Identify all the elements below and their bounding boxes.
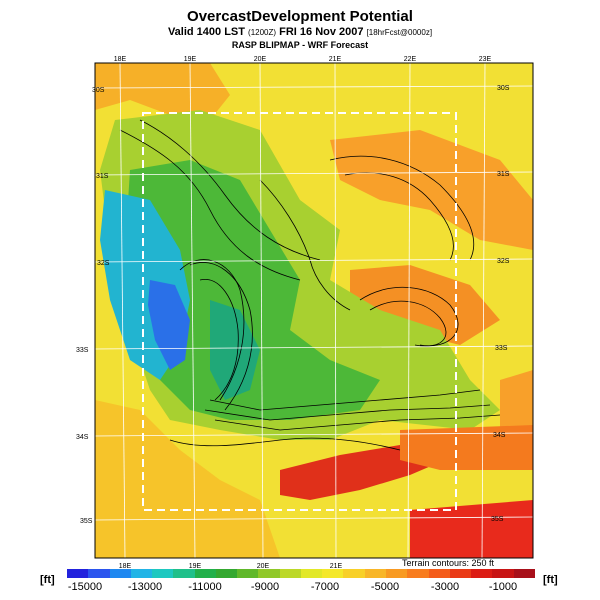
colorbar-swatch [407, 569, 429, 578]
lat-label-right: 31S [497, 171, 510, 178]
orange-area-east-coast [500, 370, 533, 440]
lon-label-top: 21E [329, 56, 342, 63]
colorbar-swatch [173, 569, 195, 578]
lon-label-top: 22E [404, 56, 417, 63]
orange-area-northwest [95, 63, 230, 120]
colorbar-swatch [258, 569, 280, 578]
lat-label-right: 30S [497, 85, 510, 92]
colorbar-swatch [194, 569, 216, 578]
colorbar-swatch [237, 569, 259, 578]
colorbar [67, 569, 535, 578]
lon-label-bottom: 20E [257, 563, 270, 570]
lat-label-left: 34S [76, 434, 89, 441]
lon-label-bottom: 21E [330, 563, 343, 570]
valid-prefix: Valid 1400 LST [167, 26, 245, 38]
colorbar-label: -15000 [67, 581, 103, 593]
orange-area-south-coast [400, 425, 533, 470]
lon-label-bottom: 18E [119, 563, 132, 570]
lat-label-right: 32S [497, 258, 510, 265]
colorbar-swatch [88, 569, 110, 578]
valid-time: Valid 1400 LST (1200Z) FRI 16 Nov 2007 [… [0, 26, 600, 38]
colorbar-label: -11000 [188, 581, 222, 593]
lat-label-right: 34S [493, 432, 506, 439]
lat-label-left: 32S [97, 260, 110, 267]
orange-area-southwest [95, 400, 280, 558]
valid-date: FRI 16 Nov 2007 [279, 26, 364, 38]
teal-region [210, 300, 260, 400]
blue-region [148, 280, 190, 370]
map-frame [94, 62, 534, 559]
lon-label-bottom: 19E [189, 563, 202, 570]
colorbar-swatch [130, 569, 153, 578]
colorbar-swatch [152, 569, 174, 578]
colorbar-swatch [215, 569, 238, 578]
graticule [95, 63, 533, 558]
colorbar-label: -3000 [430, 581, 460, 593]
colorbar-unit-right: [ft] [543, 574, 558, 586]
lat-label-left: 33S [76, 347, 89, 354]
terrain-contours [119, 119, 501, 451]
lon-label-top: 19E [184, 56, 197, 63]
colorbar-swatch [67, 569, 89, 578]
valid-code: (1200Z) [248, 28, 277, 37]
colorbar-swatch [385, 569, 408, 578]
colorbar-swatch [343, 569, 365, 578]
colorbar-swatch [364, 569, 386, 578]
orange-area-central-east [350, 265, 500, 345]
terrain-note: Terrain contours: 250 ft [402, 558, 495, 568]
colorbar-label: -5000 [370, 581, 400, 593]
model-line: RASP BLIPMAP - WRF Forecast [231, 40, 369, 50]
lon-label-top: 18E [114, 56, 127, 63]
colorbar-label: -1000 [488, 581, 518, 593]
colorbar-swatch [513, 569, 535, 578]
colorbar-swatch [449, 569, 472, 578]
orange-area-east [330, 130, 533, 250]
colorbar-label: -9000 [250, 581, 280, 593]
lat-label-left: 31S [96, 173, 109, 180]
colorbar-unit-left: [ft] [40, 574, 55, 586]
colorbar-label: -13000 [127, 581, 163, 593]
colorbar-swatch [322, 569, 344, 578]
lon-label-top: 23E [479, 56, 492, 63]
lon-label-top: 20E [254, 56, 267, 63]
colorbar-swatch [428, 569, 450, 578]
forecast-info: [18hrFcst@0000z] [366, 28, 433, 37]
colorbar-swatch [109, 569, 131, 578]
lat-label-left: 30S [92, 87, 105, 94]
colorbar-swatch [471, 569, 493, 578]
inner-domain-box [142, 112, 457, 511]
map-title: OvercastDevelopment Potential [187, 8, 413, 25]
lat-label-left: 35S [80, 518, 93, 525]
dark-green-region [125, 160, 380, 420]
colorbar-swatch [300, 569, 323, 578]
colorbar-label: -7000 [310, 581, 340, 593]
colorbar-swatch [492, 569, 514, 578]
colorbar-swatch [279, 569, 301, 578]
lat-label-right: 33S [495, 345, 508, 352]
red-area-southeast [410, 500, 533, 558]
lat-label-right: 35S [491, 516, 504, 523]
